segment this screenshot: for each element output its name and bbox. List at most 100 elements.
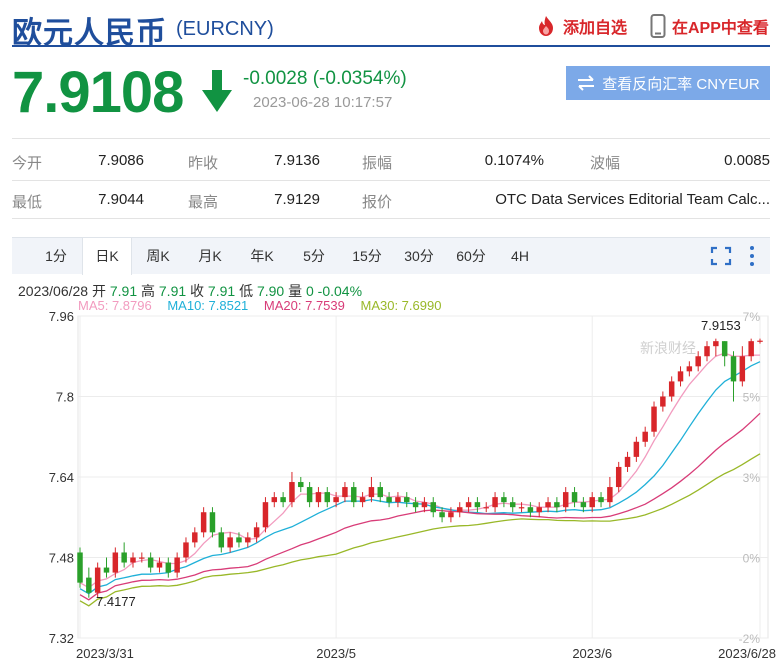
stat-value-low: 7.9044	[98, 191, 144, 208]
ohlc-summary: 2023/06/28 开 7.91 高 7.91 收 7.91 低 7.90 量…	[18, 281, 362, 301]
pct-tick-label: 3%	[743, 471, 761, 485]
candle-body	[298, 482, 304, 488]
candle	[748, 338, 754, 362]
candle-body	[483, 507, 489, 509]
candle-body	[668, 381, 675, 397]
candle	[589, 492, 595, 513]
add-watchlist-button[interactable]: 添加自选	[535, 14, 627, 38]
tab-60min[interactable]: 60分	[456, 248, 486, 264]
kline-chart[interactable]: 新浪财经 7.96 7%7.8 5%7.64 3%7.48 0%7.32 -2%2023/…	[0, 310, 778, 661]
candle-body	[77, 552, 83, 583]
candle-body	[598, 497, 604, 503]
tab-4h[interactable]: 4H	[511, 248, 529, 264]
ohlc-vol-label: 量	[288, 283, 303, 299]
stat-label-low: 最低	[12, 194, 43, 211]
candle-body	[721, 341, 728, 357]
candle	[227, 532, 233, 553]
ohlc-open: 7.91	[109, 283, 138, 299]
candle	[483, 502, 489, 513]
candle	[660, 391, 666, 412]
candle-body	[377, 487, 383, 498]
candle	[351, 482, 357, 508]
y-tick-label: 7.8	[56, 390, 74, 405]
tab-weekly[interactable]: 周K	[146, 248, 170, 264]
candle	[562, 487, 569, 513]
candle-body	[200, 512, 207, 533]
candle-body	[147, 557, 154, 568]
x-tick-label: 2023/6/28	[718, 646, 776, 661]
ohlc-date: 2023/06/28	[18, 283, 89, 299]
stat-value-open: 7.9086	[98, 152, 144, 169]
ma20-legend: MA20: 7.7539	[263, 298, 345, 313]
candle	[545, 497, 551, 513]
fullscreen-icon[interactable]	[710, 246, 732, 266]
candle	[306, 482, 313, 508]
min-annotation: 7.4177	[96, 594, 136, 609]
candle-body	[704, 346, 710, 357]
candle-body	[156, 562, 163, 568]
candle-body	[386, 497, 392, 503]
candle-body	[624, 456, 631, 467]
candle	[289, 471, 295, 508]
stat-value-amplitude: 0.1074%	[484, 152, 544, 169]
ohlc-vol: 0	[305, 283, 314, 299]
candle	[421, 497, 428, 513]
tab-monthly[interactable]: 月K	[198, 248, 222, 264]
ohlc-close: 7.91	[207, 283, 236, 299]
view-in-app-button[interactable]: 在APP中查看	[650, 14, 769, 38]
tab-30min[interactable]: 30分	[404, 248, 434, 264]
tab-5min[interactable]: 5分	[303, 248, 325, 264]
candle	[377, 482, 383, 503]
candle-body	[404, 497, 410, 503]
candle-body	[615, 466, 622, 488]
candle	[721, 341, 728, 367]
more-options-icon[interactable]	[748, 245, 756, 267]
ma20-line	[79, 412, 761, 601]
candle-body	[757, 340, 763, 342]
ohlc-high: 7.91	[158, 283, 187, 299]
candle	[368, 477, 375, 503]
candle-body	[103, 567, 110, 573]
candle	[624, 451, 631, 472]
candle-body	[139, 557, 145, 559]
candle	[607, 477, 613, 508]
candle-body	[518, 507, 525, 509]
phone-icon	[650, 14, 666, 38]
flame-icon	[539, 16, 553, 36]
candle-body	[121, 552, 127, 563]
candle	[183, 537, 189, 563]
candle	[554, 497, 560, 513]
ma10-legend: MA10: 7.8521	[167, 298, 249, 313]
candle	[359, 492, 366, 508]
candle-body	[271, 497, 278, 503]
candle-body	[571, 492, 578, 503]
tab-15min[interactable]: 15分	[352, 248, 382, 264]
candle	[218, 527, 225, 553]
candle	[439, 507, 445, 523]
candle-body	[448, 512, 454, 518]
candle-body	[412, 502, 419, 508]
candle	[103, 557, 110, 578]
candle-body	[660, 396, 666, 407]
watermark: 新浪财经	[640, 340, 696, 356]
pct-tick-label: 7%	[743, 310, 761, 324]
candle-body	[262, 502, 269, 528]
candle-body	[342, 487, 348, 498]
tab-1min[interactable]: 1分	[45, 248, 67, 264]
candle	[430, 497, 436, 518]
arrow-down-icon	[202, 70, 232, 112]
candle-body	[651, 406, 657, 432]
tab-daily[interactable]: 日K	[82, 238, 132, 275]
candle-body	[607, 487, 613, 503]
reverse-rate-button[interactable]: 查看反向汇率 CNYEUR	[566, 66, 770, 100]
candle-body	[218, 532, 225, 548]
candle	[112, 547, 119, 578]
tab-yearly[interactable]: 年K	[250, 248, 274, 264]
candle	[86, 567, 92, 598]
candle-body	[695, 356, 701, 367]
swap-icon	[578, 75, 595, 91]
candle	[209, 507, 216, 538]
candle	[174, 552, 180, 578]
ohlc-pct: -0.04%	[317, 283, 363, 299]
candle	[686, 361, 693, 377]
